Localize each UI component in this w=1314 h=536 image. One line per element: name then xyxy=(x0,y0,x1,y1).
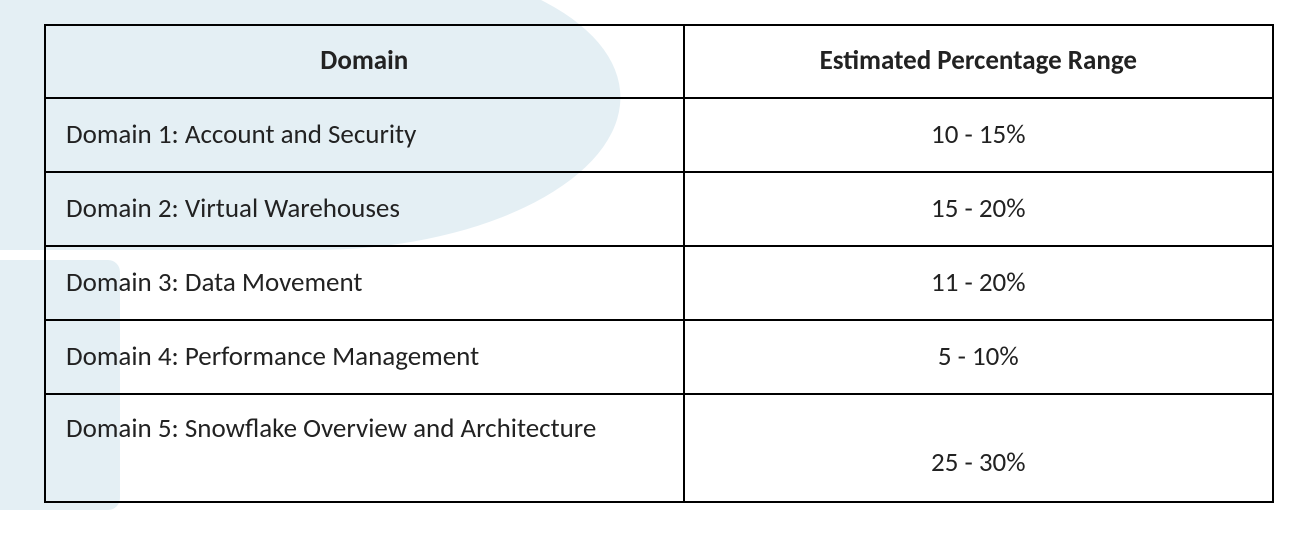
table-row: Domain 1: Account and Security 10 - 15% xyxy=(45,98,1273,172)
domain-table: Domain Estimated Percentage Range Domain… xyxy=(44,24,1274,503)
cell-range: 5 - 10% xyxy=(684,320,1273,394)
col-header-domain: Domain xyxy=(45,25,684,98)
cell-domain: Domain 2: Virtual Warehouses xyxy=(45,172,684,246)
cell-domain: Domain 4: Performance Management xyxy=(45,320,684,394)
col-header-range: Estimated Percentage Range xyxy=(684,25,1273,98)
cell-domain: Domain 5: Snowflake Overview and Archite… xyxy=(45,394,684,502)
table-row: Domain 4: Performance Management 5 - 10% xyxy=(45,320,1273,394)
table-row: Domain 2: Virtual Warehouses 15 - 20% xyxy=(45,172,1273,246)
cell-domain: Domain 3: Data Movement xyxy=(45,246,684,320)
table-row: Domain 5: Snowflake Overview and Archite… xyxy=(45,394,1273,502)
cell-range: 10 - 15% xyxy=(684,98,1273,172)
cell-range: 11 - 20% xyxy=(684,246,1273,320)
cell-domain: Domain 1: Account and Security xyxy=(45,98,684,172)
domain-table-container: Domain Estimated Percentage Range Domain… xyxy=(44,24,1274,503)
table-row: Domain 3: Data Movement 11 - 20% xyxy=(45,246,1273,320)
cell-range: 15 - 20% xyxy=(684,172,1273,246)
table-header-row: Domain Estimated Percentage Range xyxy=(45,25,1273,98)
cell-range: 25 - 30% xyxy=(684,394,1273,502)
